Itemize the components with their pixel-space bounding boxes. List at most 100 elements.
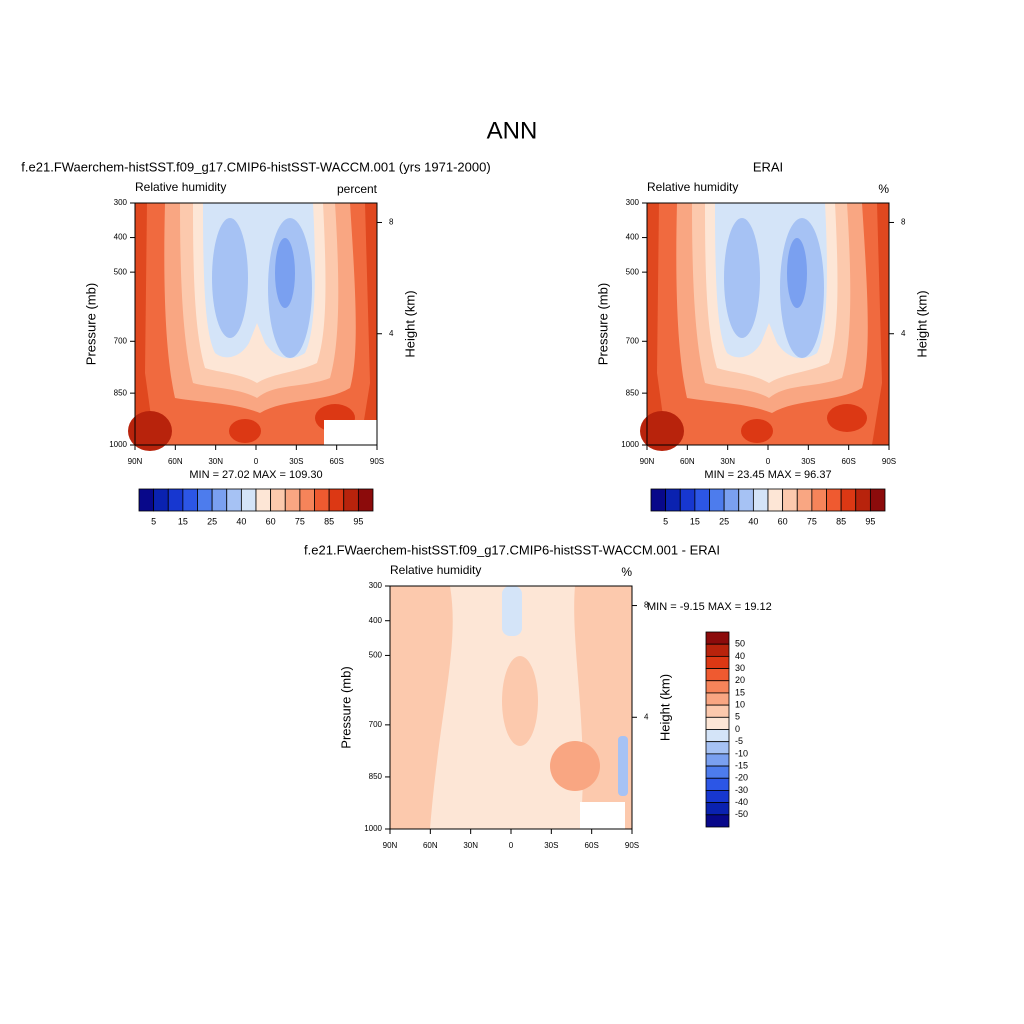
colorbar-box [255,488,272,512]
colorbar-label: 75 [807,516,817,526]
y-tick-label: 700 [114,336,128,345]
y2-tick-label: 4 [389,329,394,338]
y-tick-label: 850 [369,772,383,781]
x-tick-label: 60S [585,841,599,850]
y-tick-label: 300 [369,581,383,590]
y2-axis-label: Height (km) [657,674,672,741]
colorbar-box [226,488,242,512]
colorbar-label: 10 [735,700,745,710]
colorbar-box [705,729,730,743]
colorbar-label: 50 [735,639,745,649]
y2-tick-label: 4 [644,712,649,721]
x-tick-label: 60N [423,841,438,850]
colorbar-label: -10 [735,748,748,758]
colorbar-label: 75 [295,516,305,526]
y-tick-label: 1000 [621,440,639,449]
x-tick-label: 90N [128,457,143,466]
right-label: % [878,182,889,196]
x-tick-label: 30N [208,457,223,466]
colorbar-label: 5 [663,516,668,526]
y-tick-label: 850 [626,388,640,397]
colorbar-label: 95 [865,516,875,526]
y-tick-label: 500 [114,267,128,276]
colorbar-label: 40 [735,651,745,661]
x-tick-label: 30S [289,457,303,466]
y-tick-label: 500 [626,267,640,276]
stats-label: MIN = 27.02 MAX = 109.30 [189,469,322,481]
colorbar-box [705,765,730,779]
colorbar-box [343,488,359,512]
colorbar-label: 15 [178,516,188,526]
y2-axis-label: Height (km) [914,290,929,357]
colorbar-box [705,802,730,816]
colorbar-label: 20 [735,675,745,685]
figure-title: ANN [487,117,538,144]
colorbar-box [705,790,730,804]
y-tick-label: 400 [114,233,128,242]
colorbar-box [328,488,345,512]
y-tick-label: 400 [626,233,640,242]
x-tick-label: 90S [370,457,384,466]
colorbar-box [782,488,798,512]
right-label: % [621,565,632,579]
y-tick-label: 300 [626,198,640,207]
colorbar-box [705,631,730,645]
colorbar-box [650,488,667,512]
colorbar-box [705,814,730,828]
colorbar-label: -5 [735,736,743,746]
colorbar-box [796,488,813,512]
y-tick-label: 850 [114,388,128,397]
missing-area [324,420,377,445]
y2-tick-label: 4 [901,329,906,338]
x-tick-label: 0 [766,457,771,466]
contour-field [390,586,632,829]
colorbar-label: -15 [735,760,748,770]
y-tick-label: 1000 [109,440,127,449]
colorbar-label: 85 [324,516,334,526]
colorbar-box [167,488,184,512]
y2-tick-label: 8 [901,218,906,227]
y-tick-label: 300 [114,198,128,207]
x-tick-label: 90N [383,841,398,850]
left-label: Relative humidity [135,180,226,194]
colorbar-box [752,488,769,512]
y-tick-label: 700 [369,720,383,729]
colorbar-label: 40 [748,516,758,526]
colorbar-box [665,488,681,512]
y2-tick-label: 8 [389,218,394,227]
y-tick-label: 1000 [364,824,382,833]
x-tick-label: 60N [168,457,183,466]
colorbar-box [270,488,286,512]
colorbar-box [738,488,754,512]
colorbar-box [138,488,155,512]
colorbar-label: 30 [735,663,745,673]
colorbar-box [705,643,730,657]
colorbar-box [705,704,730,718]
colorbar-label: 0 [735,724,740,734]
colorbar-box [811,488,827,512]
x-tick-label: 30S [544,841,558,850]
colorbar-label: 95 [353,516,363,526]
contour-field [128,203,377,451]
colorbar-box [679,488,696,512]
colorbar-box [240,488,257,512]
colorbar-box [855,488,871,512]
colorbar-box [694,488,710,512]
colorbar-box [705,777,730,791]
colorbar-label: -20 [735,773,748,783]
colorbar-label: 40 [236,516,246,526]
x-tick-label: 60S [842,457,856,466]
y-axis-label: Pressure (mb) [83,283,98,365]
colorbar-label: 5 [151,516,156,526]
x-tick-label: 90S [882,457,896,466]
x-tick-label: 30N [463,841,478,850]
x-tick-label: 0 [254,457,259,466]
x-tick-label: 30N [720,457,735,466]
colorbar-label: 15 [735,687,745,697]
colorbar-label: -40 [735,797,748,807]
colorbar-label: 60 [266,516,276,526]
stats-label: MIN = -9.15 MAX = 19.12 [647,601,772,613]
y-axis-label: Pressure (mb) [338,666,353,748]
colorbar-label: 15 [690,516,700,526]
